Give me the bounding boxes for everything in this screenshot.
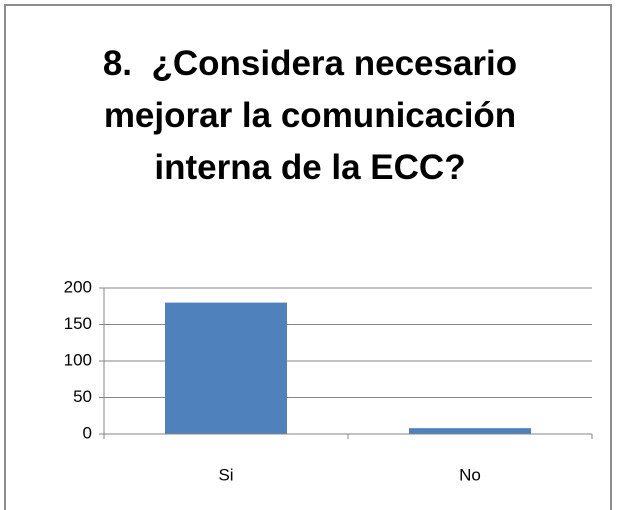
x-tick-label: Si [218, 465, 233, 484]
y-tick-label: 50 [73, 387, 92, 406]
y-tick-label: 100 [64, 350, 92, 369]
chart-title: 8. ¿Considera necesario mejorar la comun… [102, 44, 527, 187]
y-tick-label: 150 [64, 314, 92, 333]
x-tick-label: No [459, 465, 481, 484]
y-tick-label: 0 [83, 423, 92, 442]
bar [165, 302, 287, 434]
bar [409, 428, 531, 434]
chart-frame [4, 4, 612, 510]
y-tick-label: 200 [64, 277, 92, 296]
